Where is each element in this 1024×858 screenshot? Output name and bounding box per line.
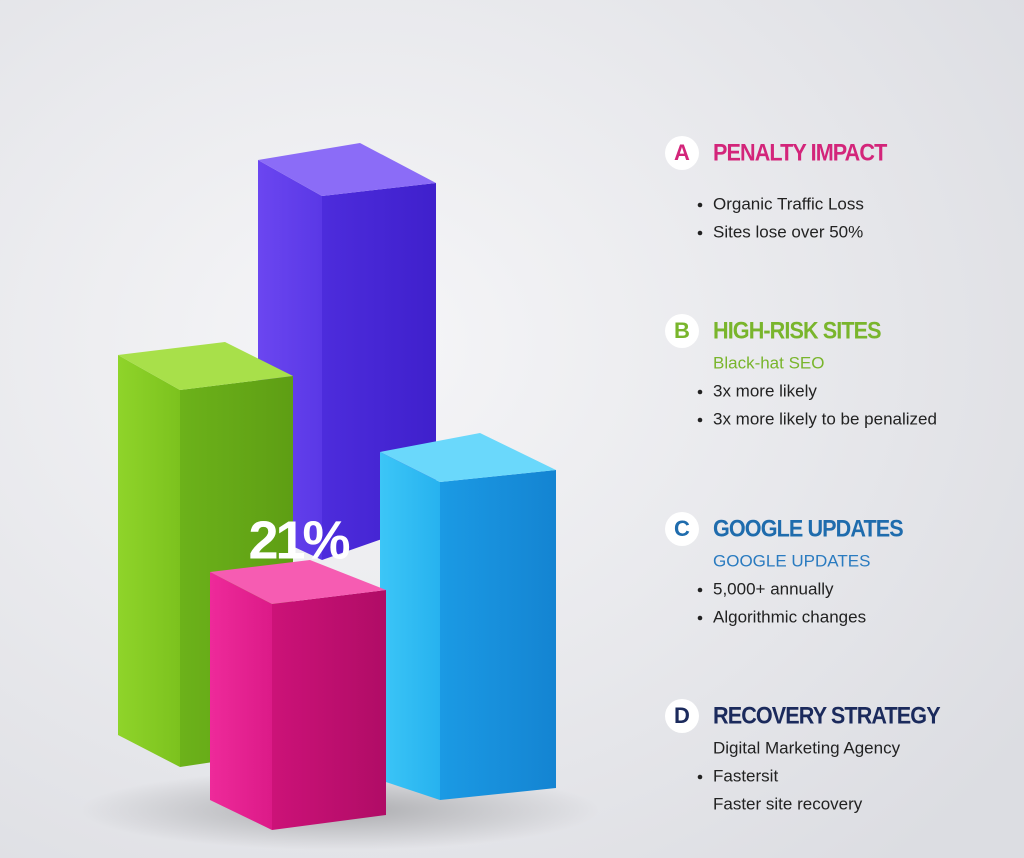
section-letter: C <box>674 516 690 541</box>
bullet <box>697 202 703 208</box>
section-line: 3x more likely <box>713 381 817 400</box>
section-line: 5,000+ annually <box>713 579 834 598</box>
letter-badge <box>665 136 699 170</box>
bar-label: 21% <box>248 510 349 570</box>
bullet <box>697 587 703 593</box>
section-line: Algorithmic changes <box>713 607 866 626</box>
bullet <box>697 417 703 423</box>
section-line: Sites lose over 50% <box>713 222 863 241</box>
bullet <box>697 389 703 395</box>
bullet <box>697 615 703 621</box>
section-title: PENALTY IMPACT <box>713 138 887 165</box>
section-line: 3x more likely to be penalized <box>713 409 937 428</box>
letter-badge <box>665 699 699 733</box>
letter-badge <box>665 314 699 348</box>
sections: A PENALTY IMPACT Organic Traffic Loss Sites… <box>665 136 941 813</box>
section-subtitle: Digital Marketing Agency <box>713 738 901 757</box>
section-line: Organic Traffic Loss <box>713 194 864 213</box>
bullet <box>697 230 703 236</box>
section-title: GOOGLE UPDATES <box>713 514 903 541</box>
section-letter: D <box>674 703 690 728</box>
section-title: RECOVERY STRATEGY <box>713 701 940 728</box>
bar-pink <box>210 560 386 830</box>
section-subtitle: Black-hat SEO <box>713 353 825 372</box>
section-letter: A <box>674 140 690 165</box>
section-letter: B <box>674 318 690 343</box>
section-line: Faster site recovery <box>713 794 863 813</box>
bullet <box>697 774 703 780</box>
bar-blue <box>380 433 556 800</box>
section-title: HIGH-RISK SITES <box>713 316 881 343</box>
letter-badge <box>665 512 699 546</box>
section-line: Fastersit <box>713 766 778 785</box>
section-subtitle: GOOGLE UPDATES <box>713 551 870 570</box>
